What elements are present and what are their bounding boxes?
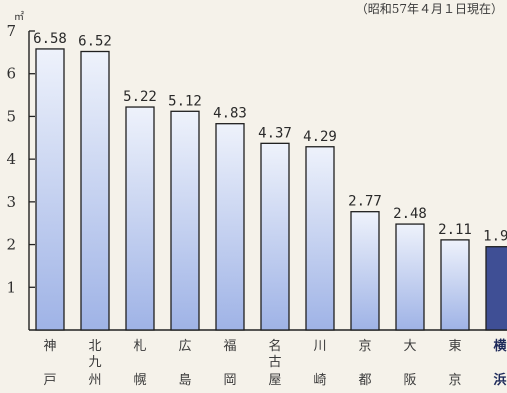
chart-bars (35, 48, 507, 331)
bar-6 (260, 142, 290, 331)
bar-2 (80, 50, 110, 331)
category-label-8: 京都 (358, 339, 371, 388)
category-label-6: 名古屋 (268, 338, 281, 388)
category-label-7: 川崎 (313, 339, 326, 388)
value-label-1: 6.58 (33, 31, 67, 47)
category-label-5: 福岡 (223, 339, 236, 388)
value-label-2: 6.52 (78, 34, 112, 50)
y-tick-label: 6 (6, 65, 16, 83)
category-label-3: 札幌 (133, 339, 146, 388)
bar-7 (305, 146, 335, 331)
category-label-2: 北九州 (88, 339, 101, 388)
value-label-3: 5.22 (123, 89, 157, 105)
chart-labels: 6.58 神戸 6.52 北九州 5.22 札幌 5.12 広島 4.83 福岡 4.37 名古屋 4.… (33, 31, 507, 388)
value-label-9: 2.48 (393, 206, 427, 222)
value-label-5: 4.83 (213, 106, 247, 122)
bar-11 (485, 246, 507, 331)
bar-5 (215, 123, 245, 331)
y-tick-label: 2 (6, 236, 16, 254)
value-label-11: 1.95 (483, 229, 507, 245)
y-tick-label: 4 (6, 150, 16, 168)
bar-10 (440, 239, 470, 331)
value-label-10: 2.11 (438, 222, 472, 238)
bar-4 (170, 110, 200, 331)
category-label-9: 大阪 (403, 339, 416, 388)
bar-1 (35, 48, 65, 331)
bar-9 (395, 223, 425, 331)
date-note: （昭和57年４月１日現在） (355, 2, 503, 16)
category-label-11: 横浜 (493, 338, 507, 388)
y-tick-label: 3 (6, 193, 16, 211)
value-label-8: 2.77 (348, 194, 382, 210)
y-tick-label: 5 (6, 107, 16, 125)
unit-label: ㎡ (14, 12, 24, 23)
value-label-7: 4.29 (303, 129, 337, 145)
y-tick-label: 1 (6, 278, 16, 296)
value-label-6: 4.37 (258, 125, 292, 141)
category-label-4: 広島 (178, 339, 191, 388)
value-label-4: 5.12 (168, 93, 202, 109)
category-label-1: 神戸 (43, 339, 56, 388)
y-tick-label: 7 (6, 22, 16, 40)
bar-3 (125, 106, 155, 331)
bar-8 (350, 211, 380, 331)
category-label-10: 東京 (448, 338, 461, 388)
